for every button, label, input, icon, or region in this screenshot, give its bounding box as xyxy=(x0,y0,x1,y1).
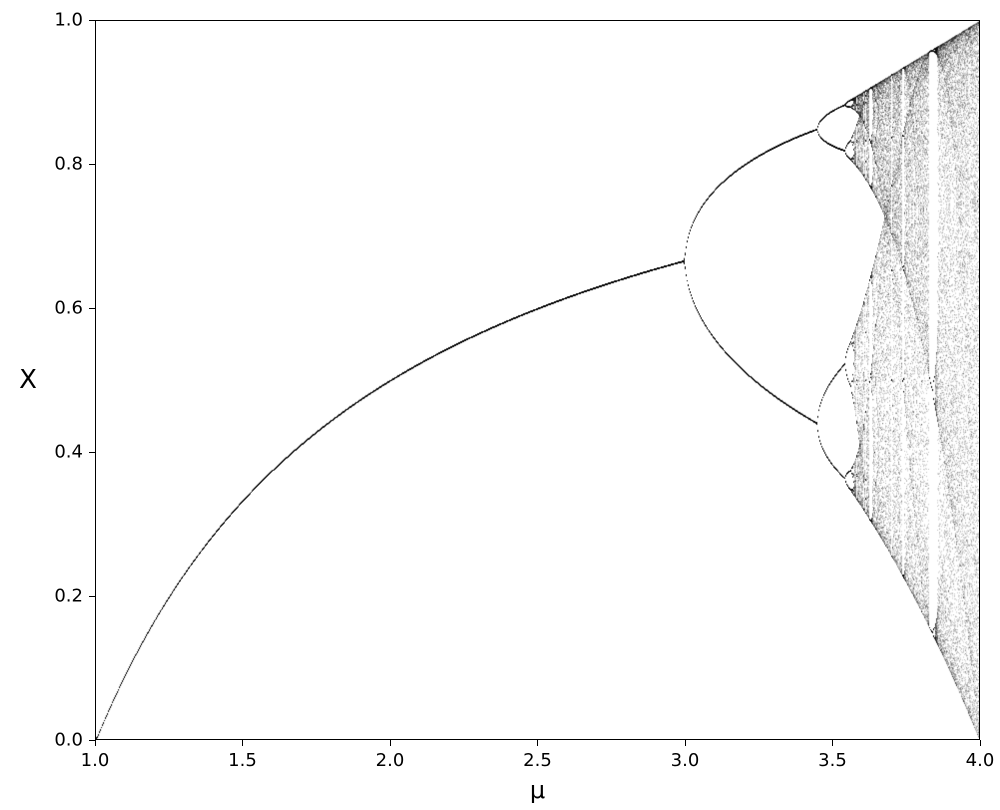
figure: 1.0 1.5 2.0 2.5 3.0 3.5 4.0 0.0 0.2 0.4 0.6 0.8 1.0… xyxy=(0,0,1000,810)
y-tick-mark xyxy=(89,740,95,741)
plot-area xyxy=(95,20,980,740)
y-tick-label: 0.6 xyxy=(54,298,83,319)
x-tick-mark xyxy=(832,740,833,746)
y-tick-mark xyxy=(89,20,95,21)
y-tick-label: 0.4 xyxy=(54,442,83,463)
y-tick-label: 1.0 xyxy=(54,10,83,31)
y-axis-label: X xyxy=(19,365,37,395)
bifurcation-canvas xyxy=(96,21,979,739)
x-tick-mark xyxy=(537,740,538,746)
x-tick-mark xyxy=(685,740,686,746)
x-tick-label: 4.0 xyxy=(966,750,995,771)
y-tick-mark xyxy=(89,164,95,165)
x-axis-label: μ xyxy=(530,776,545,804)
x-tick-mark xyxy=(390,740,391,746)
y-tick-mark xyxy=(89,308,95,309)
x-tick-label: 3.5 xyxy=(818,750,847,771)
x-tick-label: 3.0 xyxy=(671,750,700,771)
y-tick-label: 0.0 xyxy=(54,730,83,751)
x-tick-label: 1.0 xyxy=(81,750,110,771)
y-tick-label: 0.8 xyxy=(54,154,83,175)
x-tick-label: 2.0 xyxy=(376,750,405,771)
y-tick-mark xyxy=(89,452,95,453)
x-tick-mark xyxy=(980,740,981,746)
x-tick-label: 1.5 xyxy=(228,750,257,771)
y-tick-label: 0.2 xyxy=(54,586,83,607)
x-tick-mark xyxy=(95,740,96,746)
x-tick-mark xyxy=(242,740,243,746)
x-tick-label: 2.5 xyxy=(523,750,552,771)
y-tick-mark xyxy=(89,596,95,597)
